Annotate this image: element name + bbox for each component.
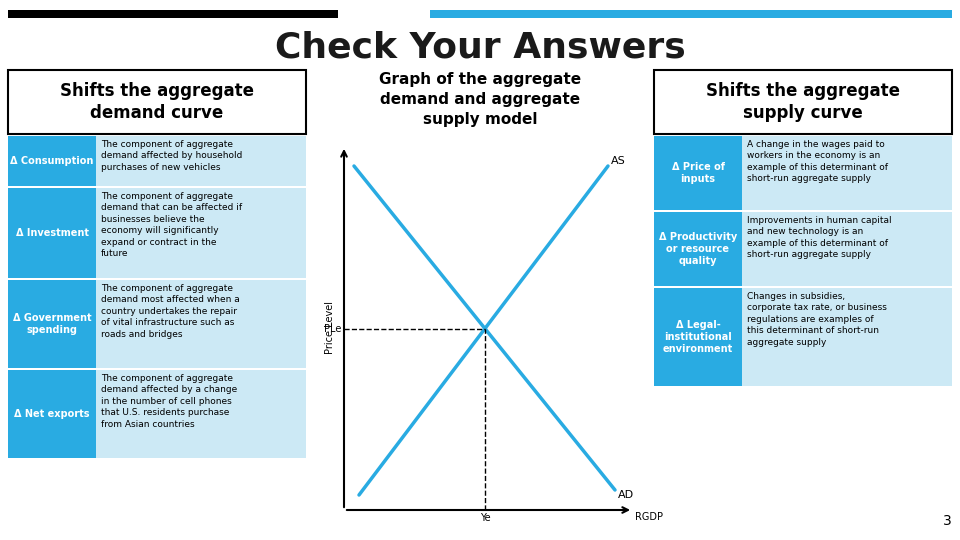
- Text: Improvements in human capital
and new technology is an
example of this determina: Improvements in human capital and new te…: [747, 216, 892, 259]
- Bar: [8, 136, 96, 186]
- Text: The component of aggregate
demand affected by a change
in the number of cell pho: The component of aggregate demand affect…: [101, 374, 237, 429]
- Text: The component of aggregate
demand that can be affected if
businesses believe the: The component of aggregate demand that c…: [101, 192, 242, 258]
- Text: Δ Consumption: Δ Consumption: [11, 156, 94, 166]
- Text: AS: AS: [611, 156, 626, 166]
- Text: PLe: PLe: [324, 323, 341, 334]
- Bar: [742, 136, 952, 210]
- Bar: [654, 212, 742, 286]
- Bar: [8, 10, 338, 18]
- Bar: [654, 70, 952, 134]
- Bar: [8, 188, 96, 278]
- Bar: [96, 188, 306, 278]
- Text: The component of aggregate
demand affected by household
purchases of new vehicle: The component of aggregate demand affect…: [101, 140, 242, 172]
- Text: Check Your Answers: Check Your Answers: [275, 30, 685, 64]
- Text: Δ Legal-
institutional
environment: Δ Legal- institutional environment: [662, 320, 733, 354]
- Bar: [742, 212, 952, 286]
- Text: Δ Government
spending: Δ Government spending: [12, 313, 91, 335]
- Text: Graph of the aggregate
demand and aggregate
supply model: Graph of the aggregate demand and aggreg…: [379, 72, 581, 126]
- Text: Ye: Ye: [480, 513, 491, 523]
- Text: AD: AD: [618, 490, 635, 500]
- Bar: [654, 136, 742, 210]
- Bar: [96, 136, 306, 186]
- Text: The component of aggregate
demand most affected when a
country undertakes the re: The component of aggregate demand most a…: [101, 284, 240, 339]
- Text: RGDP: RGDP: [635, 512, 663, 522]
- Text: Price Level: Price Level: [325, 301, 335, 354]
- Text: Shifts the aggregate
demand curve: Shifts the aggregate demand curve: [60, 82, 254, 122]
- Text: A change in the wages paid to
workers in the economy is an
example of this deter: A change in the wages paid to workers in…: [747, 140, 888, 184]
- Bar: [8, 280, 96, 368]
- Text: Δ Price of
inputs: Δ Price of inputs: [671, 162, 725, 184]
- Text: Δ Investment: Δ Investment: [15, 228, 88, 238]
- Text: Δ Net exports: Δ Net exports: [14, 409, 89, 419]
- Text: Shifts the aggregate
supply curve: Shifts the aggregate supply curve: [706, 82, 900, 122]
- Bar: [8, 70, 306, 134]
- Bar: [430, 10, 952, 18]
- Text: Δ Productivity
or resource
quality: Δ Productivity or resource quality: [659, 232, 737, 266]
- Bar: [742, 288, 952, 386]
- Text: Changes in subsidies,
corporate tax rate, or business
regulations are examples o: Changes in subsidies, corporate tax rate…: [747, 292, 887, 347]
- Bar: [654, 288, 742, 386]
- Bar: [96, 370, 306, 458]
- Bar: [8, 370, 96, 458]
- Bar: [96, 280, 306, 368]
- Text: 3: 3: [944, 514, 952, 528]
